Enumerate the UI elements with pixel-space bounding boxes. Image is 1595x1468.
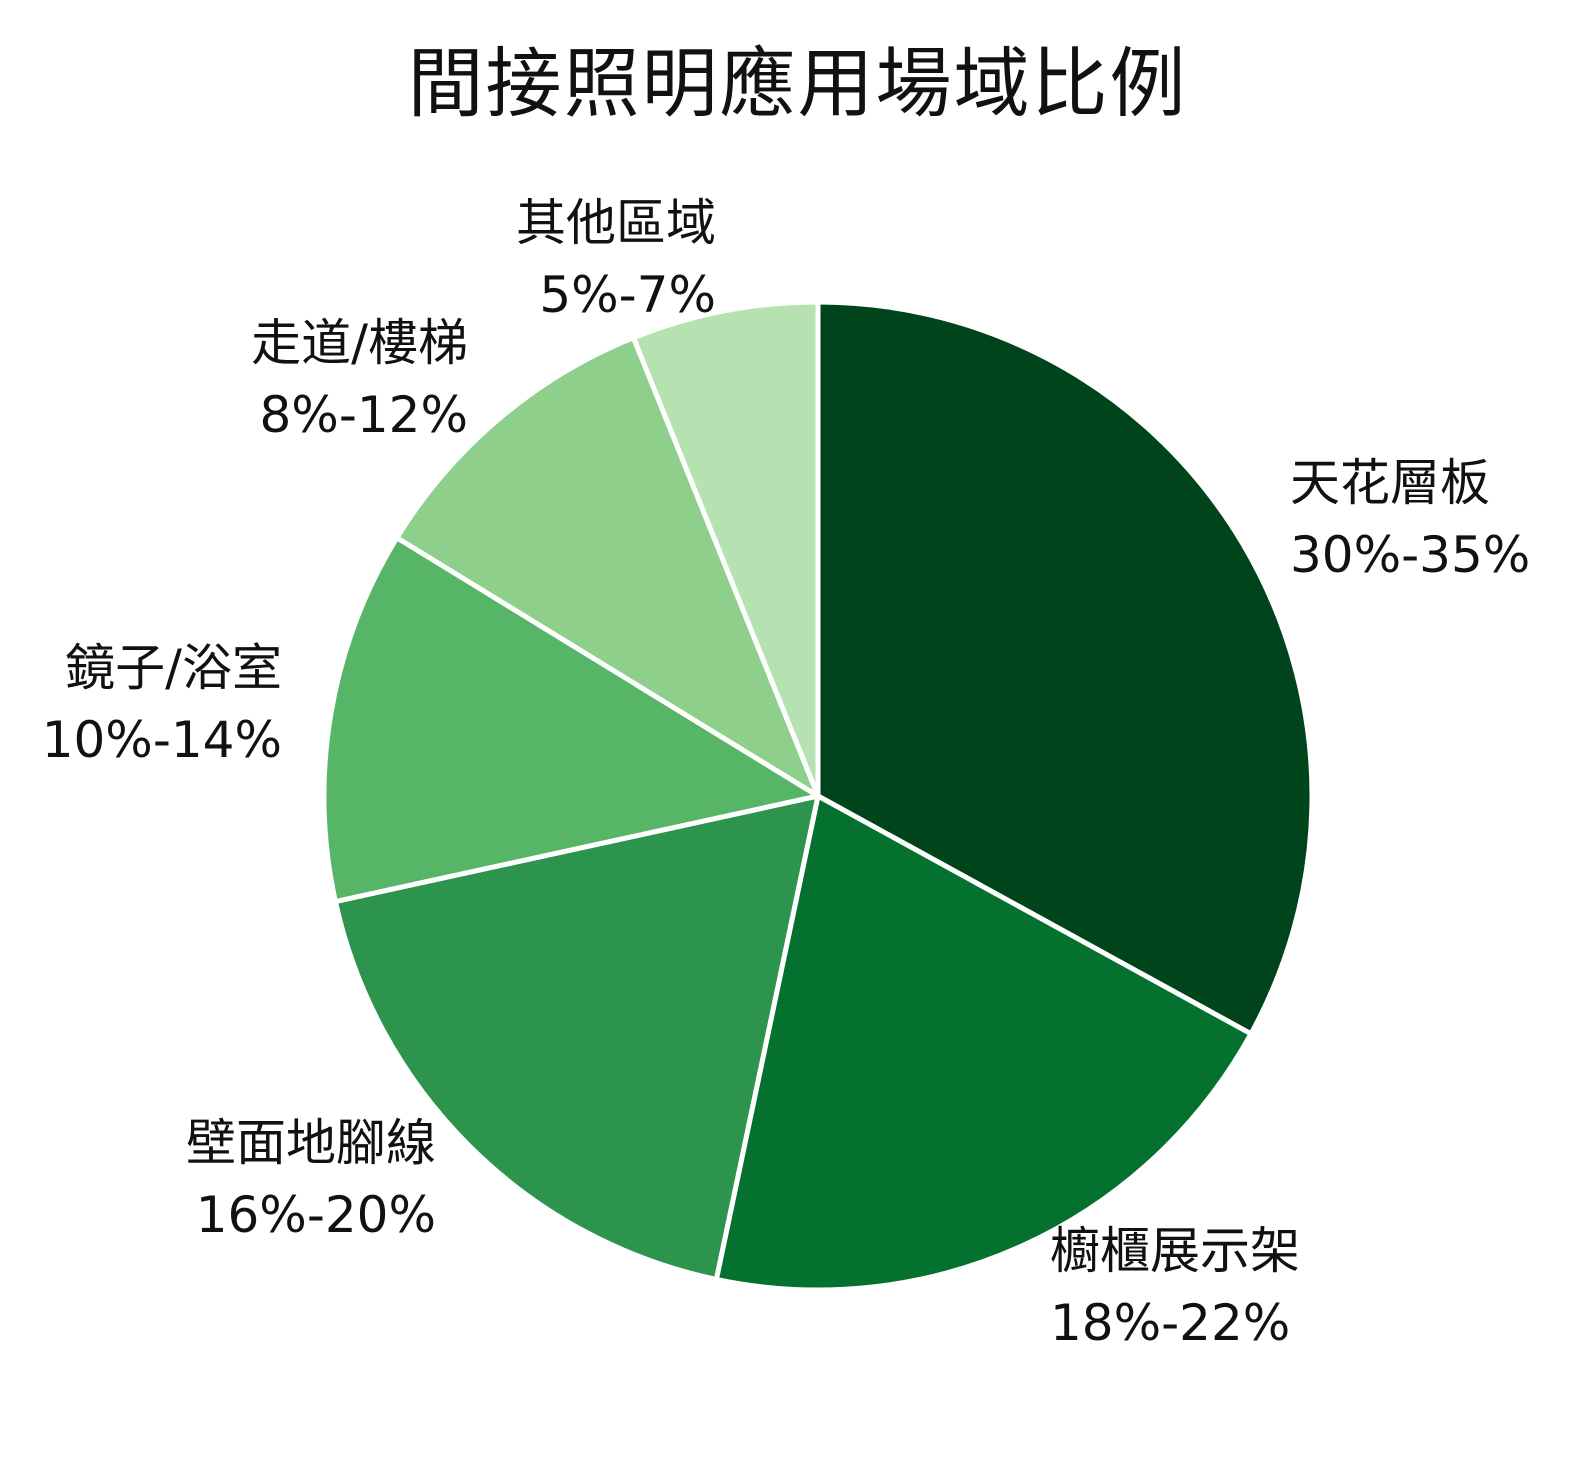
pie-slice-3	[332, 793, 821, 1282]
pie-slice-4	[321, 535, 821, 905]
slice-category-label: 走道/樓梯	[251, 314, 468, 372]
slice-category-label: 櫥櫃展示架	[1050, 1222, 1300, 1280]
slice-range-label: 16%-20%	[196, 1186, 436, 1244]
slice-range-label: 18%-22%	[1050, 1294, 1290, 1352]
pie-slice-5	[394, 335, 821, 799]
slice-category-label: 天花層板	[1290, 454, 1490, 512]
slice-range-label: 8%-12%	[260, 386, 469, 444]
pie-slice-6	[631, 299, 821, 799]
pie-labels: 天花層板 30%-35% 櫥櫃展示架 18%-22% 壁面地腳線 16%-20% 鏡子/浴室…	[42, 194, 1531, 1352]
slice-category-label: 其他區域	[516, 194, 716, 252]
slice-range-label: 5%-7%	[539, 266, 716, 324]
chart-title: 間接照明應用場域比例	[407, 39, 1188, 128]
pie-slices	[321, 299, 1315, 1293]
slice-category-label: 鏡子/浴室	[65, 639, 282, 697]
pie-slice-2	[713, 793, 1254, 1293]
slice-category-label: 壁面地腳線	[186, 1114, 436, 1172]
slice-range-label: 30%-35%	[1290, 526, 1530, 584]
slice-range-label: 10%-14%	[42, 711, 282, 769]
pie-slice-1	[815, 299, 1315, 1037]
